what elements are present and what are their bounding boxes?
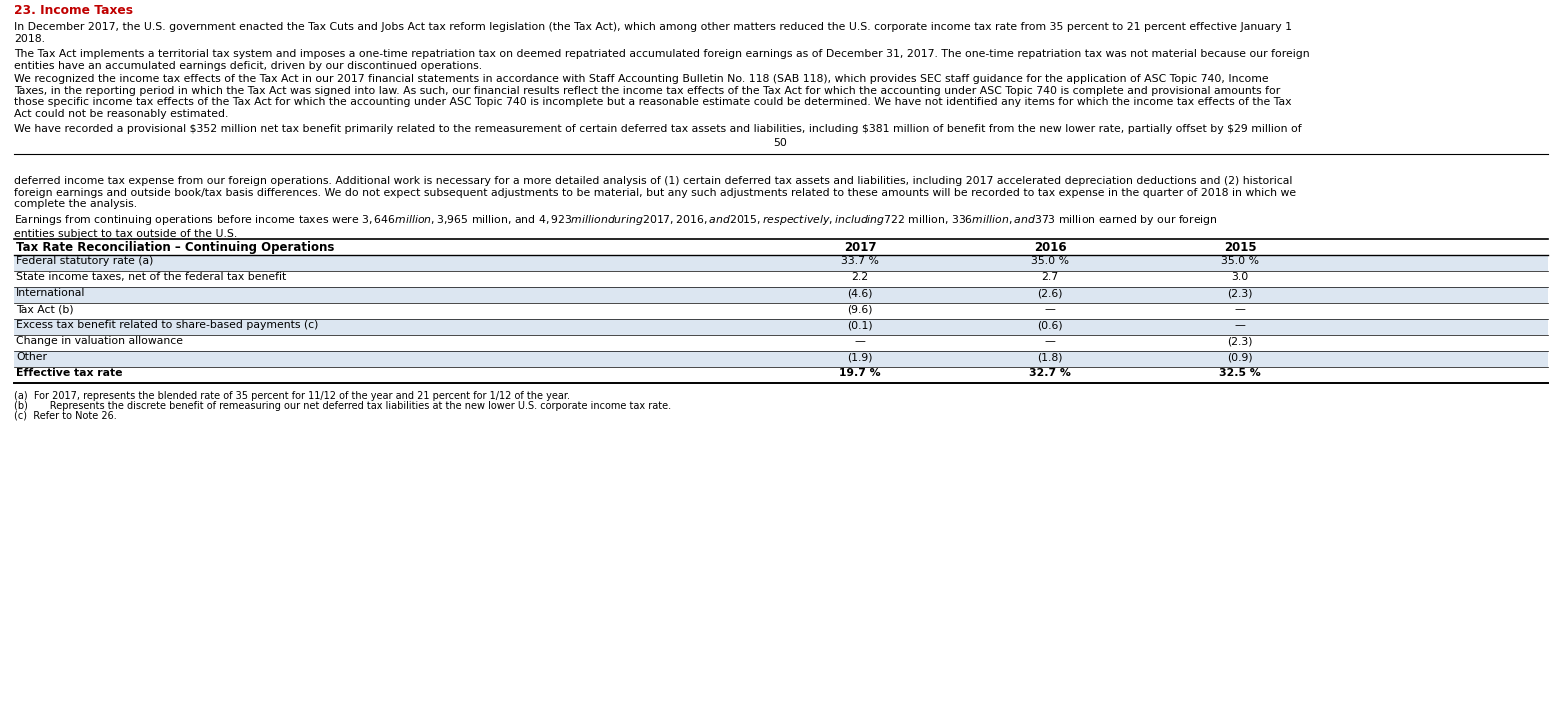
Text: Excess tax benefit related to share-based payments (c): Excess tax benefit related to share-base… xyxy=(16,320,318,330)
Text: (1.9): (1.9) xyxy=(847,352,872,362)
Text: 19.7 %: 19.7 % xyxy=(839,368,881,378)
Text: International: International xyxy=(16,288,86,298)
Bar xyxy=(14,255,1548,271)
Text: (c)  Refer to Note 26.: (c) Refer to Note 26. xyxy=(14,411,117,421)
Text: 33.7 %: 33.7 % xyxy=(841,256,878,266)
Text: Tax Rate Reconciliation – Continuing Operations: Tax Rate Reconciliation – Continuing Ope… xyxy=(16,241,334,254)
Text: 2016: 2016 xyxy=(1034,241,1067,254)
Text: (2.3): (2.3) xyxy=(1228,288,1253,298)
Text: (2.3): (2.3) xyxy=(1228,336,1253,346)
Text: —: — xyxy=(1045,304,1056,314)
Bar xyxy=(14,351,1548,367)
Text: 3.0: 3.0 xyxy=(1231,272,1248,282)
Text: (a)  For 2017, represents the blended rate of 35 percent for 11/12 of the year a: (a) For 2017, represents the blended rat… xyxy=(14,391,569,401)
Text: The Tax Act implements a territorial tax system and imposes a one-time repatriat: The Tax Act implements a territorial tax… xyxy=(14,49,1310,71)
Text: 2017: 2017 xyxy=(844,241,877,254)
Text: —: — xyxy=(855,336,866,346)
Text: 2015: 2015 xyxy=(1223,241,1256,254)
Text: (4.6): (4.6) xyxy=(847,288,872,298)
Text: (1.8): (1.8) xyxy=(1037,352,1062,362)
Text: Other: Other xyxy=(16,352,47,362)
Text: —: — xyxy=(1234,320,1245,330)
Text: Effective tax rate: Effective tax rate xyxy=(16,368,123,378)
Text: We recognized the income tax effects of the Tax Act in our 2017 financial statem: We recognized the income tax effects of … xyxy=(14,74,1292,119)
Text: State income taxes, net of the federal tax benefit: State income taxes, net of the federal t… xyxy=(16,272,285,282)
Text: —: — xyxy=(1045,336,1056,346)
Text: Tax Act (b): Tax Act (b) xyxy=(16,304,73,314)
Text: We have recorded a provisional $352 million net tax benefit primarily related to: We have recorded a provisional $352 mill… xyxy=(14,124,1301,134)
Text: Earnings from continuing operations before income taxes were $3,646 million, $3,: Earnings from continuing operations befo… xyxy=(14,213,1218,239)
Text: (9.6): (9.6) xyxy=(847,304,872,314)
Text: In December 2017, the U.S. government enacted the Tax Cuts and Jobs Act tax refo: In December 2017, the U.S. government en… xyxy=(14,22,1292,44)
Text: (0.1): (0.1) xyxy=(847,320,872,330)
Text: Change in valuation allowance: Change in valuation allowance xyxy=(16,336,183,346)
Text: (b)       Represents the discrete benefit of remeasuring our net deferred tax li: (b) Represents the discrete benefit of r… xyxy=(14,401,671,411)
Text: 2.2: 2.2 xyxy=(852,272,869,282)
Text: 35.0 %: 35.0 % xyxy=(1221,256,1259,266)
Text: 32.7 %: 32.7 % xyxy=(1030,368,1070,378)
Text: (0.6): (0.6) xyxy=(1037,320,1062,330)
Text: deferred income tax expense from our foreign operations. Additional work is nece: deferred income tax expense from our for… xyxy=(14,176,1296,209)
Bar xyxy=(14,319,1548,335)
Text: 2.7: 2.7 xyxy=(1042,272,1059,282)
Text: 32.5 %: 32.5 % xyxy=(1218,368,1260,378)
Bar xyxy=(14,287,1548,303)
Text: 50: 50 xyxy=(774,138,786,148)
Text: (2.6): (2.6) xyxy=(1037,288,1062,298)
Text: Federal statutory rate (a): Federal statutory rate (a) xyxy=(16,256,153,266)
Text: 35.0 %: 35.0 % xyxy=(1031,256,1069,266)
Text: (0.9): (0.9) xyxy=(1228,352,1253,362)
Text: —: — xyxy=(1234,304,1245,314)
Text: 23. Income Taxes: 23. Income Taxes xyxy=(14,4,133,17)
